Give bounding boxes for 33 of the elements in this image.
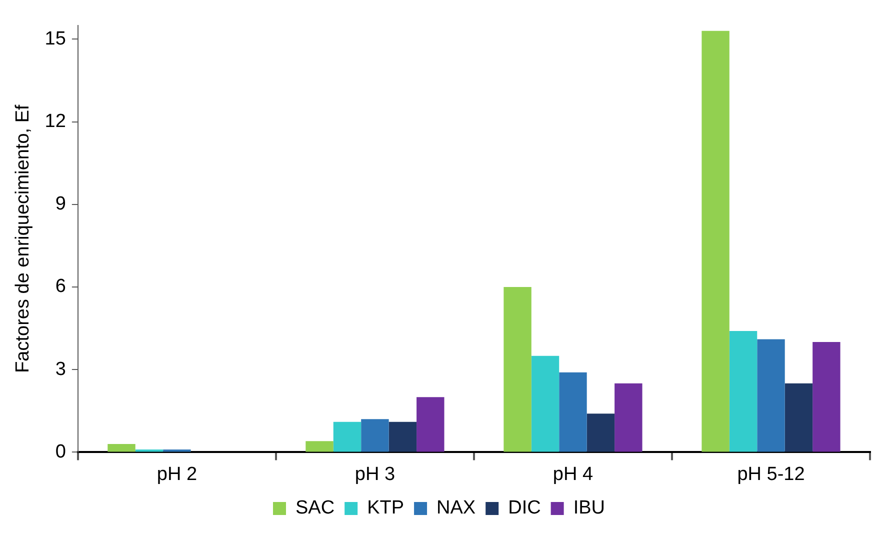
bar bbox=[388, 422, 417, 452]
bar bbox=[586, 414, 615, 452]
bar bbox=[812, 342, 840, 452]
bar bbox=[108, 444, 136, 452]
y-axis-title: Factores de enriquecimiento, Ef bbox=[12, 104, 34, 373]
bar bbox=[614, 383, 642, 452]
legend-label: DIC bbox=[508, 498, 541, 519]
x-tick-label: pH 4 bbox=[552, 464, 594, 485]
x-tick-label: pH 2 bbox=[156, 464, 198, 485]
bar bbox=[757, 339, 785, 452]
bar bbox=[784, 383, 813, 452]
y-tick-label: 9 bbox=[55, 194, 66, 215]
y-tick-label: 15 bbox=[44, 28, 66, 50]
legend-label: IBU bbox=[573, 498, 606, 519]
y-tick-label: 3 bbox=[55, 358, 66, 380]
y-tick-label: 12 bbox=[44, 111, 66, 132]
bar bbox=[531, 356, 560, 452]
bar bbox=[729, 331, 758, 452]
x-tick-label: pH 5-12 bbox=[737, 464, 805, 485]
bar bbox=[504, 286, 532, 452]
bar bbox=[361, 419, 389, 452]
y-tick-label: 0 bbox=[55, 441, 66, 462]
bar bbox=[306, 441, 334, 452]
x-tick-label: pH 3 bbox=[354, 464, 396, 485]
legend-label: SAC bbox=[296, 498, 335, 519]
bar bbox=[333, 422, 362, 452]
bar bbox=[163, 449, 191, 452]
bar bbox=[416, 397, 444, 452]
y-tick-label: 6 bbox=[55, 276, 66, 298]
bar bbox=[559, 372, 587, 452]
legend-label: KTP bbox=[367, 498, 404, 519]
legend-label: NAX bbox=[436, 498, 476, 519]
bar bbox=[702, 30, 730, 452]
